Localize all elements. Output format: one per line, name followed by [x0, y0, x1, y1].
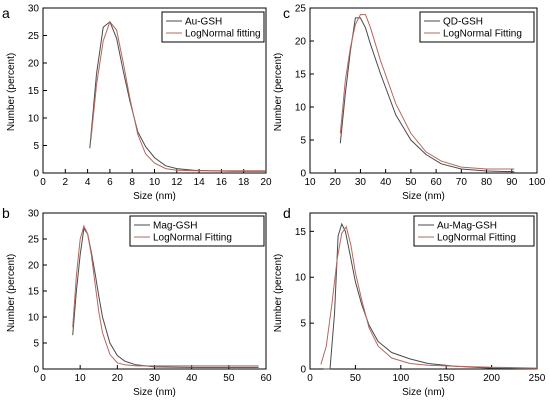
x-tick-label: 20: [260, 177, 272, 188]
legend-box: [419, 11, 535, 43]
series-line-lognormal-fit: [339, 14, 515, 170]
y-tick-label: 10: [295, 273, 307, 284]
x-tick-label: 100: [392, 373, 409, 384]
y-tick-label: 10: [28, 313, 40, 324]
x-tick-label: 30: [355, 177, 367, 188]
y-tick-label: 25: [28, 31, 40, 42]
x-tick-label: 18: [238, 177, 250, 188]
y-axis-title: Number (percent): [6, 53, 17, 131]
y-tick-label: 15: [295, 70, 307, 81]
y-tick-label: 30: [28, 4, 40, 15]
x-tick-label: 50: [350, 373, 362, 384]
legend-label: QD-GSH: [443, 17, 483, 28]
x-tick-label: 50: [405, 177, 417, 188]
x-tick-label: 250: [529, 373, 546, 384]
panel-letter-a: a: [2, 5, 10, 21]
legend-label: LogNormal Fitting: [437, 233, 516, 244]
x-tick-label: 0: [40, 177, 46, 188]
x-tick-label: 10: [304, 177, 316, 188]
y-tick-label: 5: [33, 141, 39, 152]
series-line-lognormal-fit: [320, 225, 538, 369]
y-axis-title: Number (percent): [273, 254, 284, 332]
panel-letter-d: d: [283, 205, 291, 221]
x-tick-label: 50: [223, 373, 235, 384]
x-tick-label: 16: [216, 177, 228, 188]
y-tick-label: 5: [300, 319, 306, 330]
x-tick-label: 70: [456, 177, 468, 188]
legend-label: LogNormal fitting: [185, 29, 261, 40]
chart-panel-a: 0 2 4 6 8 10 12 14 16 18 20 0 5 10 15 20 25 30 Size (nm) Nu…: [6, 4, 272, 203]
legend-label: Au-GSH: [185, 17, 222, 28]
y-tick-label: 25: [28, 235, 40, 246]
x-tick-label: 60: [431, 177, 443, 188]
series-line-sample: [89, 20, 266, 172]
y-tick-label: 20: [295, 37, 307, 48]
x-axis-title: Size (nm): [133, 387, 176, 398]
legend-label: LogNormal Fitting: [443, 29, 522, 40]
y-tick-label: 0: [300, 169, 306, 180]
plot-frame: [309, 212, 538, 370]
x-tick-label: 0: [307, 373, 313, 384]
y-tick-label: 15: [28, 86, 40, 97]
x-tick-label: 200: [483, 373, 500, 384]
panel-letter-b: b: [2, 205, 10, 221]
chart-panel-d: 0 50 100 150 200 250 0 5 10 15 Size (nm) Number (pe…: [273, 212, 546, 398]
x-tick-label: 40: [186, 373, 198, 384]
x-axis-title: Size (nm): [402, 191, 445, 202]
x-tick-label: 100: [529, 177, 546, 188]
legend-box: [413, 215, 535, 247]
legend-label: LogNormal Fitting: [153, 233, 232, 244]
y-axis-title: Number (percent): [273, 53, 284, 131]
x-tick-label: 40: [380, 177, 392, 188]
y-tick-label: 20: [28, 261, 40, 272]
y-tick-label: 30: [28, 209, 40, 220]
y-tick-label: 15: [28, 287, 40, 298]
x-tick-label: 30: [149, 373, 161, 384]
x-tick-label: 2: [63, 177, 69, 188]
x-tick-label: 6: [107, 177, 113, 188]
legend-box: [129, 215, 265, 247]
series-line-sample: [72, 227, 259, 368]
x-tick-label: 60: [260, 373, 272, 384]
chart-panel-b: 0 10 20 30 40 50 60 0 5 10 15 20 25 30 Size (nm) Number…: [6, 209, 272, 399]
y-tick-label: 10: [28, 114, 40, 125]
x-tick-label: 10: [75, 373, 87, 384]
x-tick-label: 12: [171, 177, 183, 188]
legend-box: [161, 11, 265, 43]
series-line-lognormal-fit: [90, 20, 266, 172]
x-tick-label: 14: [194, 177, 206, 188]
x-tick-label: 8: [129, 177, 135, 188]
y-tick-label: 5: [33, 339, 39, 350]
y-tick-label: 15: [295, 227, 307, 238]
x-axis-title: Size (nm): [402, 387, 445, 398]
panel-letter-c: c: [283, 5, 290, 21]
legend-label: Mag-GSH: [153, 221, 197, 232]
x-tick-label: 90: [506, 177, 518, 188]
x-tick-label: 80: [481, 177, 493, 188]
x-tick-label: 150: [438, 373, 455, 384]
y-tick-label: 0: [300, 365, 306, 376]
y-tick-label: 0: [33, 365, 39, 376]
chart-panel-c: 10 20 30 40 50 60 70 80 90 100 0 5 10 15 20 25 Size (nm)…: [273, 4, 546, 203]
x-axis-title: Size (nm): [133, 191, 176, 202]
y-tick-label: 5: [300, 136, 306, 147]
x-tick-label: 0: [40, 373, 46, 384]
y-tick-label: 25: [295, 4, 307, 15]
x-tick-label: 20: [330, 177, 342, 188]
legend-label: Au-Mag-GSH: [437, 221, 497, 232]
x-tick-label: 4: [85, 177, 91, 188]
y-tick-label: 10: [295, 103, 307, 114]
plot-frame: [309, 7, 538, 174]
y-axis-title: Number (percent): [6, 254, 17, 332]
x-tick-label: 20: [112, 373, 124, 384]
y-tick-label: 20: [28, 59, 40, 70]
y-tick-label: 0: [33, 169, 39, 180]
x-tick-label: 10: [149, 177, 161, 188]
series-line-lognormal-fit: [72, 224, 259, 367]
